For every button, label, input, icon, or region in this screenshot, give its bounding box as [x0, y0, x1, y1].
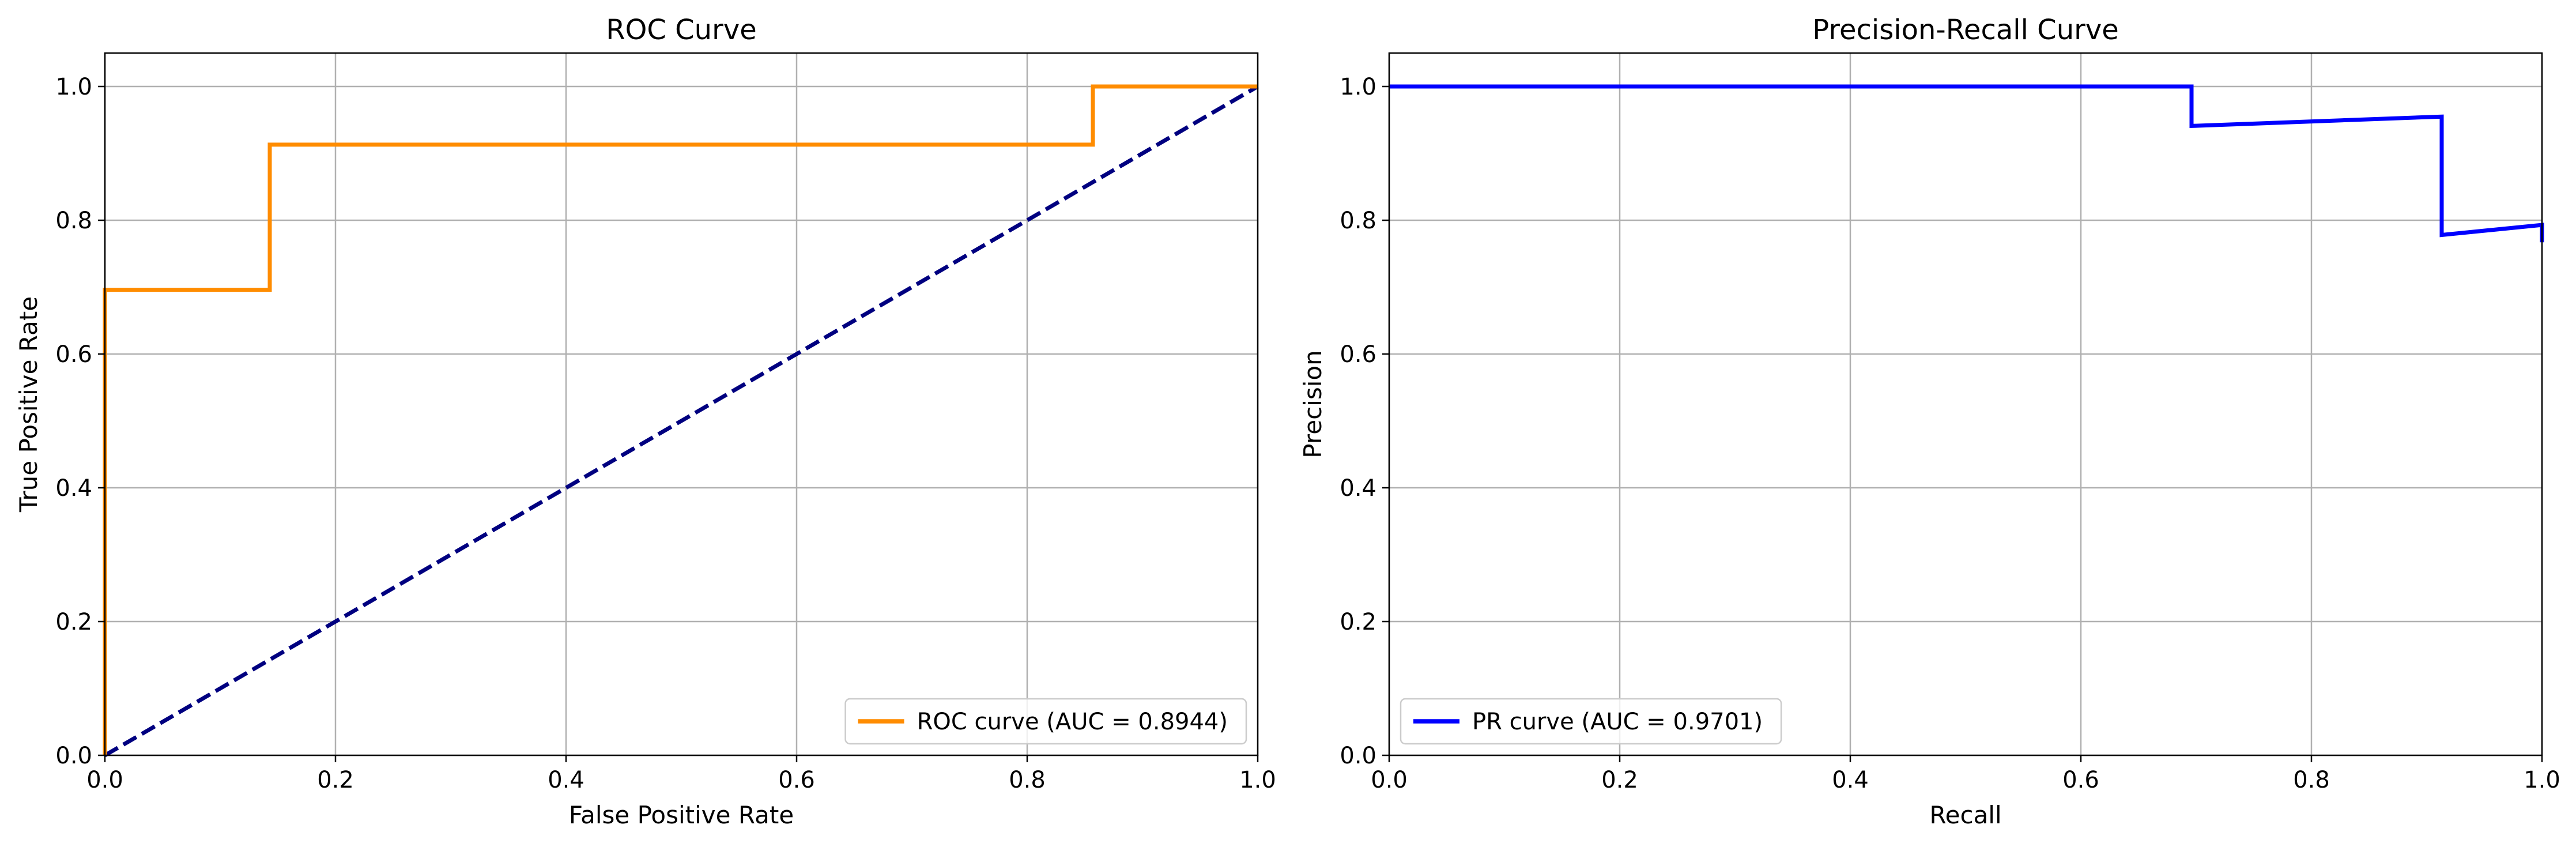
- roc-legend-box: [844, 698, 1247, 745]
- pr-ticks: 0.0 0.2 0.4 0.6 0.8 1.0 0.0 0.2 0.4 0.6 0.8 1.0: [1340, 74, 2560, 793]
- pr-y-tick-label: 0.0: [1340, 743, 1376, 769]
- pr-x-tick-label: 0.2: [1601, 767, 1638, 793]
- pr-legend-label: PR curve (AUC = 0.9701): [1472, 709, 1763, 735]
- pr-x-tick-label: 0.4: [1832, 767, 1869, 793]
- pr-y-tick-label: 0.4: [1340, 475, 1376, 502]
- pr-y-tick-label: 0.8: [1340, 208, 1376, 234]
- pr-y-tick-label: 0.2: [1340, 609, 1376, 635]
- roc-x-tick-label: 0.2: [317, 767, 354, 793]
- pr-x-tick-label: 1.0: [2524, 767, 2560, 793]
- roc-y-tick-label: 0.8: [55, 208, 92, 234]
- pr-x-tick-label: 0.0: [1371, 767, 1408, 793]
- roc-x-tick-label: 0.4: [548, 767, 584, 793]
- roc-y-axis-label: True Positive Rate: [14, 296, 43, 513]
- roc-x-tick-label: 0.0: [86, 767, 123, 793]
- roc-legend-label: ROC curve (AUC = 0.8944): [917, 709, 1228, 735]
- pr-x-tick-label: 0.6: [2062, 767, 2099, 793]
- pr-chart-title: Precision-Recall Curve: [1812, 14, 2119, 46]
- roc-chart-title: ROC Curve: [606, 14, 757, 46]
- roc-x-tick-label: 1.0: [1239, 767, 1276, 793]
- roc-x-tick-label: 0.8: [1009, 767, 1046, 793]
- pr-y-tick-label: 0.6: [1340, 341, 1376, 368]
- pr-legend: PR curve (AUC = 0.9701): [1400, 698, 1782, 745]
- roc-x-tick-label: 0.6: [778, 767, 815, 793]
- pr-x-axis-label: Recall: [1929, 801, 2001, 829]
- roc-panel: 0.0 0.2 0.4 0.6 0.8 1.0 0.0 0.2 0.4 0.6 0.8 1.0 ROC…: [14, 14, 1276, 829]
- roc-y-tick-label: 0.2: [55, 609, 92, 635]
- roc-y-tick-label: 0.4: [55, 475, 92, 502]
- roc-y-tick-label: 0.0: [55, 743, 92, 769]
- pr-y-axis-label: Precision: [1299, 350, 1327, 458]
- pr-y-tick-label: 1.0: [1340, 74, 1376, 100]
- pr-axes-frame: [1388, 52, 2543, 756]
- pr-legend-box: [1400, 698, 1782, 745]
- roc-y-tick-label: 1.0: [55, 74, 92, 100]
- roc-ticks: 0.0 0.2 0.4 0.6 0.8 1.0 0.0 0.2 0.4 0.6 0.8 1.0: [55, 74, 1276, 793]
- pr-panel: 0.0 0.2 0.4 0.6 0.8 1.0 0.0 0.2 0.4 0.6 0.8 1.0 Pre…: [1299, 14, 2560, 829]
- roc-x-axis-label: False Positive Rate: [569, 801, 794, 829]
- roc-legend: ROC curve (AUC = 0.8944): [844, 698, 1247, 745]
- roc-y-tick-label: 0.6: [55, 341, 92, 368]
- roc-chance-line: [104, 84, 1259, 758]
- pr-x-tick-label: 0.8: [2293, 767, 2330, 793]
- roc-axes-frame: [104, 52, 1259, 756]
